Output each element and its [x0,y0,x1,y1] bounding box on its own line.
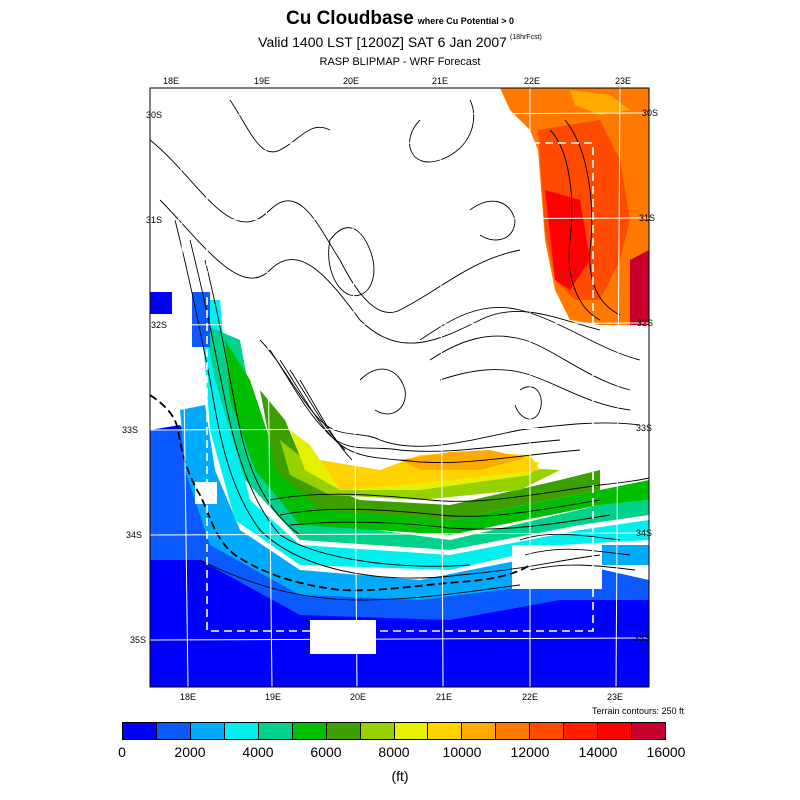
top-lon-label: 21E [432,76,449,86]
top-lon-label: 22E [524,76,541,86]
lat-lon-grid [150,88,649,687]
title-note: where Cu Potential > 0 [417,16,514,26]
terrain-contour-note: Terrain contours: 250 ft [592,706,685,716]
right-lat-label: 34S [636,528,653,538]
legend-tick: 12000 [510,744,550,760]
legend-swatch [292,723,327,739]
map-title: Cu Cloudbase [285,8,414,29]
legend-swatch [190,723,225,739]
right-lat-label: 30S [642,108,659,118]
legend-swatch [394,723,429,739]
legend-tick: 6000 [310,744,342,760]
bottom-lon-label: 21E [436,692,453,702]
cloudbase-field [150,88,649,687]
legend-swatch [496,723,531,739]
legend-units: (ft) [391,768,409,784]
right-lat-label: 31S [639,213,656,223]
bottom-lon-label: 19E [265,692,282,702]
left-lat-label: 31S [146,215,163,225]
legend-swatch [598,723,633,739]
legend-swatch [632,723,665,739]
legend-swatch [326,723,361,739]
terrain-contours [150,99,649,601]
legend-swatch [156,723,191,739]
legend-swatch [530,723,565,739]
legend-tick: 8000 [378,744,410,760]
right-lat-label: 35S [634,633,651,643]
legend-swatch [258,723,293,739]
left-lat-label: 30S [146,110,163,120]
legend-swatch [428,723,463,739]
bottom-lon-label: 18E [180,692,197,702]
legend-tick: 16000 [646,744,686,760]
forecast-hours: (18hrFcst) [509,34,542,41]
map-frame [149,87,650,688]
left-lat-label: 32S [151,320,168,330]
right-lat-label: 33S [636,423,653,433]
top-lon-label: 18E [163,76,180,86]
forecast-map [149,87,650,688]
left-lat-label: 34S [126,530,143,540]
legend-tick: 0 [118,744,126,760]
legend-tick: 10000 [442,744,482,760]
right-lat-label: 32S [637,318,654,328]
model-name: RASP BLIPMAP - WRF Forecast [319,56,481,68]
legend-swatch [360,723,395,739]
top-lon-label: 19E [254,76,271,86]
left-lat-label: 33S [122,425,139,435]
valid-time-text: Valid 1400 LST [1200Z] SAT 6 Jan 2007 [258,34,507,50]
valid-time: Valid 1400 LST [1200Z] SAT 6 Jan 2007 (18… [0,34,800,50]
legend-tick: 2000 [174,744,206,760]
left-lat-label: 35S [130,635,147,645]
bottom-lon-label: 22E [522,692,539,702]
legend-tick: 14000 [578,744,618,760]
legend-tick: 4000 [242,744,274,760]
top-lon-label: 23E [615,76,632,86]
coastline [150,394,531,592]
bottom-lon-label: 20E [350,692,367,702]
legend-swatch [564,723,599,739]
title-main: Cu Cloudbase where Cu Potential > 0 [0,8,800,30]
top-lon-label: 20E [343,76,360,86]
legend-swatch [462,723,497,739]
bottom-lon-label: 23E [607,692,624,702]
color-legend [122,722,666,740]
inner-domain-box [206,142,594,632]
legend-swatch [224,723,259,739]
legend-swatch [123,723,157,739]
